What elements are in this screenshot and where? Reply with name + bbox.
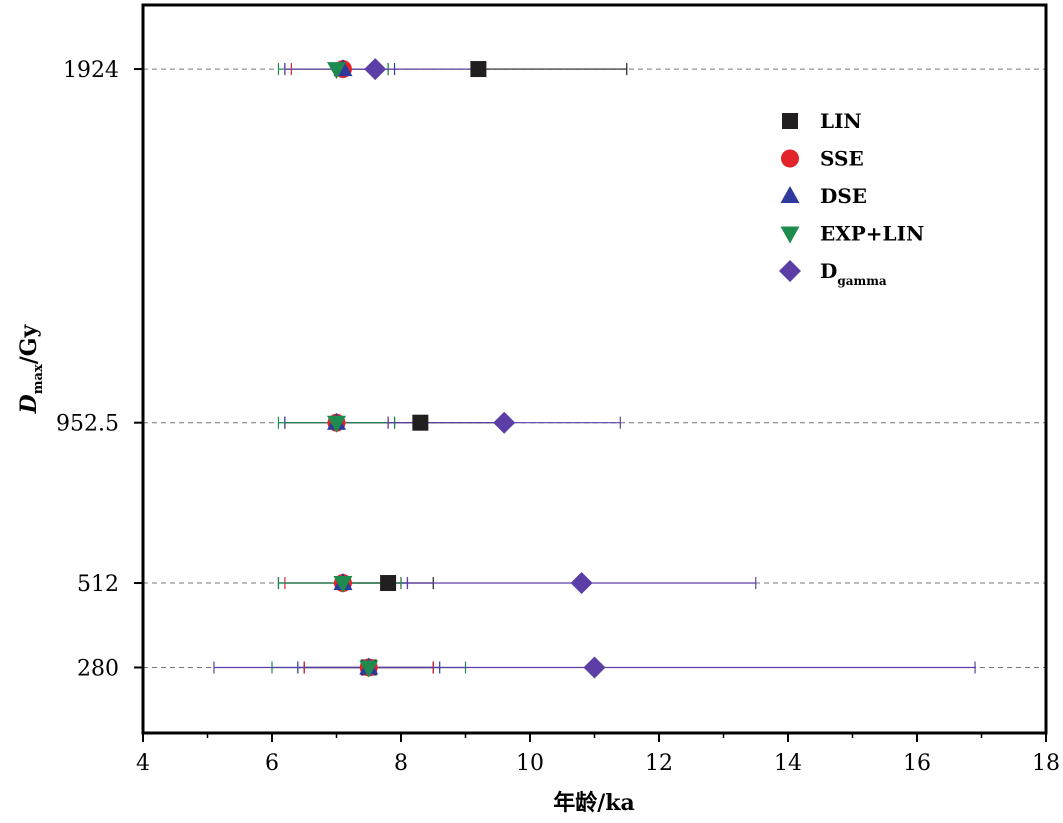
legend-label: LIN: [820, 109, 862, 133]
lin-point: [380, 575, 397, 592]
dgamma-point: [583, 656, 606, 679]
y-tick-label: 512: [77, 572, 119, 597]
plot-frame: [141, 3, 1048, 735]
lin-point: [470, 61, 487, 78]
legend-label: SSE: [820, 147, 864, 171]
x-tick-label: 4: [136, 751, 150, 776]
x-tick-label: 18: [1032, 751, 1060, 776]
exp-lin-point: [327, 415, 346, 433]
x-tick-label: 6: [265, 751, 279, 776]
legend-marker: [782, 113, 798, 129]
legend-label: Dgamma: [820, 259, 887, 288]
y-axis: 1924 952.5 512 280: [56, 58, 143, 681]
exp-lin-point: [327, 62, 346, 80]
legend-marker: [781, 149, 799, 168]
x-tick-label: 14: [774, 751, 802, 776]
x-tick-label: 8: [394, 751, 408, 776]
dgamma-point: [570, 572, 593, 595]
y-tick-label: 280: [77, 656, 119, 681]
x-axis-title: 年龄/ka: [553, 790, 635, 816]
legend-label-sub: gamma: [837, 274, 887, 288]
x-axis: 4 6 8 10 12 14 16 18: [136, 733, 1060, 776]
y-axis-title-main: D: [16, 394, 42, 414]
dgamma-point: [493, 411, 516, 434]
dgamma-point: [364, 58, 387, 81]
lin-point: [412, 414, 429, 431]
legend-label-main: SSE: [820, 147, 864, 171]
y-axis-title: Dmax/Gy: [16, 323, 46, 414]
y-tick-label: 952.5: [56, 412, 119, 437]
legend-label-main: DSE: [820, 184, 867, 208]
legend-marker: [779, 260, 801, 282]
exp-lin-point: [359, 660, 379, 678]
legend-label-main: LIN: [820, 109, 862, 133]
x-tick-label: 12: [645, 751, 673, 776]
legend-label-main: EXP+LIN: [820, 222, 924, 246]
x-tick-label: 16: [903, 751, 931, 776]
legend-marker: [780, 226, 800, 244]
data-markers: [327, 58, 606, 679]
y-axis-title-sub: max: [31, 364, 46, 394]
exp-lin-point: [333, 576, 353, 594]
legend: LIN SSE DSE EXP+LIN Dgamma: [779, 109, 924, 288]
y-axis-title-rest: /Gy: [16, 323, 42, 364]
y-tick-label: 1924: [63, 58, 119, 83]
legend-label: DSE: [820, 184, 867, 208]
x-tick-label: 10: [516, 751, 544, 776]
legend-label: EXP+LIN: [820, 222, 924, 246]
legend-marker: [780, 186, 800, 203]
legend-label-main: D: [820, 259, 837, 283]
